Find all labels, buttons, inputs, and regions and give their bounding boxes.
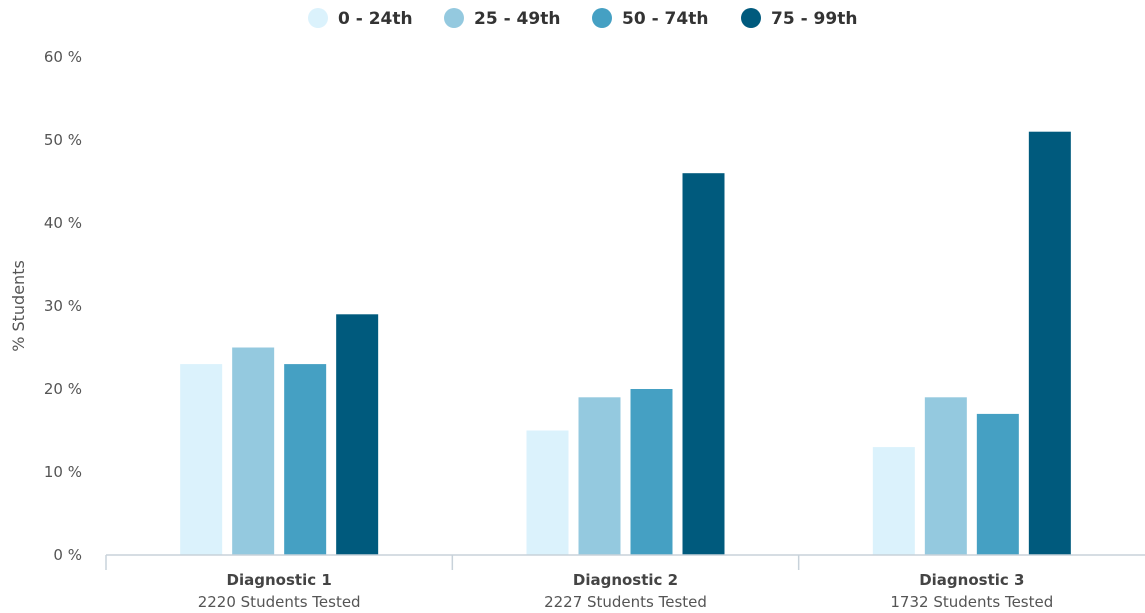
legend-swatch <box>592 8 612 28</box>
bar <box>1028 131 1071 555</box>
legend-label: 25 - 49th <box>474 9 560 29</box>
x-tick-sublabel: 2227 Students Tested <box>544 593 707 611</box>
bar <box>232 347 275 555</box>
x-tick-label: Diagnostic 2 <box>573 571 678 589</box>
legend-item[interactable]: 50 - 74th <box>592 8 708 29</box>
x-tick-sublabel: 2220 Students Tested <box>198 593 361 611</box>
x-tick-sublabel: 1732 Students Tested <box>890 593 1053 611</box>
x-tick-label: Diagnostic 3 <box>919 571 1024 589</box>
bars <box>180 131 1071 555</box>
bar <box>578 397 621 555</box>
y-tick-label: 50 % <box>44 131 82 149</box>
legend-swatch <box>444 8 464 28</box>
legend-item[interactable]: 25 - 49th <box>444 8 560 29</box>
bar <box>180 364 223 555</box>
legend-label: 75 - 99th <box>771 9 857 29</box>
legend-item[interactable]: 0 - 24th <box>308 8 413 29</box>
y-tick-label: 10 % <box>44 463 82 481</box>
y-tick-label: 30 % <box>44 297 82 315</box>
bar <box>924 397 967 555</box>
bar <box>526 430 569 555</box>
legend-swatch <box>308 8 328 28</box>
x-tick-label: Diagnostic 1 <box>227 571 332 589</box>
y-tick-label: 0 % <box>53 546 82 564</box>
y-axis: 0 % 10 % 20 % 30 % 40 % 50 % 60 % <box>44 48 82 564</box>
legend: 0 - 24th 25 - 49th 50 - 74th 75 - 99th <box>308 8 857 29</box>
y-axis-label: % Students <box>9 260 28 352</box>
bar <box>682 173 725 555</box>
legend-label: 0 - 24th <box>338 9 413 29</box>
bar <box>630 389 673 555</box>
bar <box>976 413 1019 555</box>
x-axis: Diagnostic 1 2220 Students Tested Diagnost… <box>105 554 1145 611</box>
y-tick-label: 20 % <box>44 380 82 398</box>
legend-swatch <box>741 8 761 28</box>
y-tick-label: 60 % <box>44 48 82 66</box>
legend-label: 50 - 74th <box>622 9 708 29</box>
y-tick-label: 40 % <box>44 214 82 232</box>
bar <box>336 314 379 555</box>
bar <box>872 447 915 555</box>
legend-item[interactable]: 75 - 99th <box>741 8 857 29</box>
bar <box>284 364 327 555</box>
